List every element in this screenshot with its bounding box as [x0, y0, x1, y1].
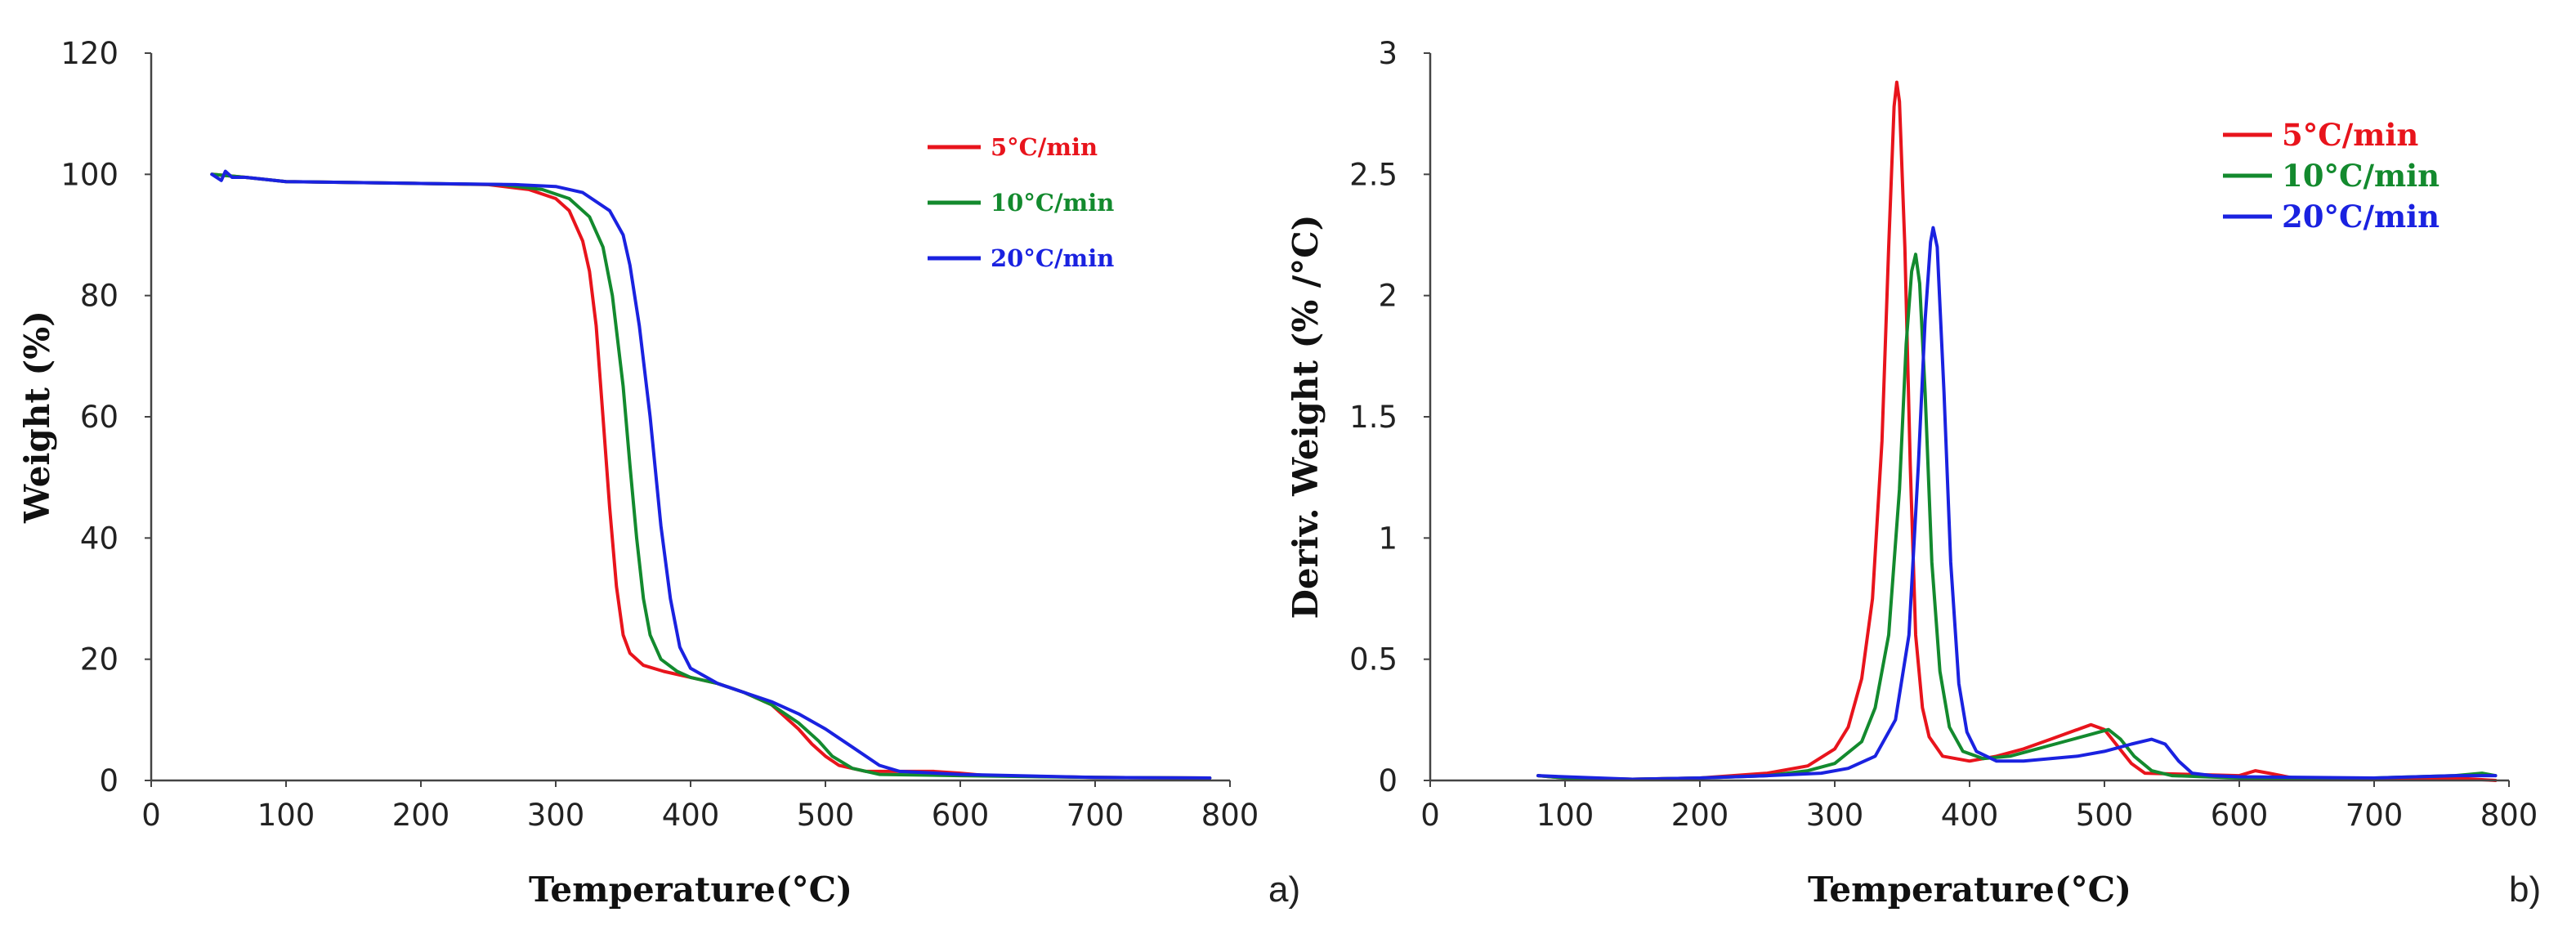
panel-b-x-axis-title: Temperature(°C) — [1808, 870, 2131, 910]
panel-b-y-tick-label: 3 — [1378, 36, 1398, 71]
panel-b-x-tick-label: 0 — [1420, 798, 1440, 833]
panel-a-series-line-3 — [210, 169, 1212, 780]
panel-b-legend-label-1: 5°C/min — [2282, 117, 2418, 153]
panel-a-x-tick-label: 100 — [257, 798, 315, 833]
panel-a-y-tick-label: 20 — [80, 642, 119, 677]
panel-b-x-tick-label: 300 — [1806, 798, 1864, 833]
panel-a-y-tick-label: 80 — [80, 279, 119, 314]
panel-b-y-tick-label: 2.5 — [1349, 157, 1398, 192]
panel-a-legend-label-2: 10°C/min — [991, 189, 1114, 217]
panel-b-y-tick-label: 1.5 — [1349, 400, 1398, 435]
panel-a-series-line-2 — [210, 172, 1212, 780]
panel-b-series-line-2 — [1536, 253, 2498, 781]
panel-a-x-tick-label: 200 — [392, 798, 450, 833]
panel-b-legend: 5°C/min 10°C/min 20°C/min — [2223, 117, 2440, 235]
panel-b-plot-area — [1536, 80, 2498, 782]
panel-a-x-tick-label: 600 — [932, 798, 990, 833]
panel-b-y-tick-label: 0.5 — [1349, 642, 1398, 677]
panel-b-y-tick-label: 1 — [1378, 521, 1398, 556]
panel-a-y-tick-label: 60 — [80, 400, 119, 435]
panel-b-series-line-3 — [1536, 226, 2498, 781]
panel-a-y-ticks: 0 20 40 60 80 100 120 — [60, 36, 151, 798]
panel-a-x-axis-title: Temperature(°C) — [529, 870, 852, 910]
panel-b-y-ticks: 0 0.5 1 1.5 2 2.5 3 — [1349, 36, 1430, 798]
panel-a-x-tick-label: 300 — [527, 798, 585, 833]
panel-a-x-tick-label: 700 — [1067, 798, 1125, 833]
panel-a-legend-label-1: 5°C/min — [991, 133, 1098, 161]
panel-b-x-tick-label: 800 — [2480, 798, 2538, 833]
panel-a-x-tick-label: 0 — [141, 798, 161, 833]
panel-a-plot-area — [210, 169, 1212, 780]
panel-b-x-tick-label: 100 — [1536, 798, 1594, 833]
panel-b-x-tick-label: 500 — [2076, 798, 2134, 833]
chart-panel-a: 0 100 200 300 400 500 600 700 800 0 20 40 60 80 100 12… — [17, 36, 1300, 910]
panel-a-y-axis-title: Weight (%) — [17, 311, 57, 524]
panel-a-x-tick-label: 400 — [662, 798, 720, 833]
panel-b-x-tick-label: 200 — [1671, 798, 1729, 833]
panel-a-y-tick-label: 40 — [80, 521, 119, 556]
panel-a-y-tick-label: 0 — [99, 763, 119, 798]
panel-b-legend-label-2: 10°C/min — [2282, 158, 2440, 194]
panel-a-y-tick-label: 120 — [60, 36, 119, 71]
panel-a-x-ticks: 0 100 200 300 400 500 600 700 800 — [141, 780, 1259, 833]
panel-a-legend: 5°C/min 10°C/min 20°C/min — [928, 133, 1114, 272]
chart-panel-b: 0 100 200 300 400 500 600 700 800 00.511.522.53 … — [1286, 36, 2541, 910]
panel-a-legend-label-3: 20°C/min — [991, 244, 1114, 272]
panel-a-x-tick-label: 800 — [1201, 798, 1259, 833]
panel-b-y-axis-title: Deriv. Weight (% /°C) — [1286, 214, 1326, 619]
panel-b-x-ticks: 0 100 200 300 400 500 600 700 800 — [1420, 780, 2538, 833]
panel-b-x-tick-label: 400 — [1941, 798, 1999, 833]
panel-b-label: b) — [2509, 870, 2541, 910]
panel-b-y-tick-label: 2 — [1378, 279, 1398, 314]
panel-b-legend-label-3: 20°C/min — [2282, 199, 2440, 235]
panel-b-y-tick-label: 0 — [1378, 763, 1398, 798]
panel-a-x-tick-label: 500 — [797, 798, 855, 833]
panel-a-y-tick-label: 100 — [60, 157, 119, 192]
panel-a-series-line-1 — [210, 172, 1212, 780]
panel-b-x-tick-label: 600 — [2211, 798, 2269, 833]
panel-b-x-tick-label: 700 — [2346, 798, 2404, 833]
panel-a-label: a) — [1268, 870, 1300, 910]
